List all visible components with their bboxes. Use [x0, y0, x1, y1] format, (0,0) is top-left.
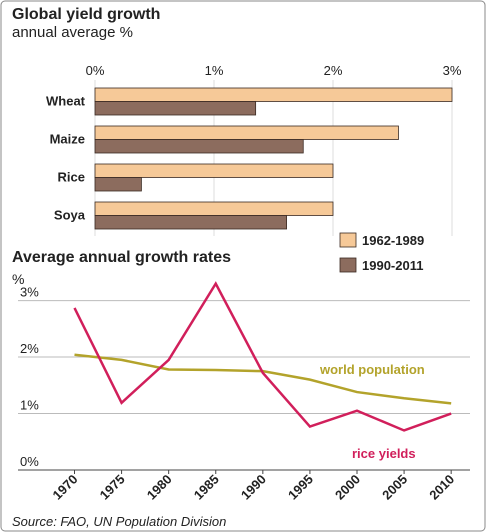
category-label: Maize: [50, 132, 85, 147]
bar: [94, 177, 142, 192]
bar: [94, 201, 334, 216]
bar: [94, 139, 304, 154]
x-tick-label: 0%: [86, 63, 105, 78]
legend-label: 1990-2011: [362, 258, 423, 273]
chart-title: Global yield growth: [12, 6, 160, 23]
legend-label: 1962-1989: [362, 233, 424, 248]
x-tick-label: 3%: [443, 63, 462, 78]
x-tick-label: 1%: [205, 63, 224, 78]
chart-title: Average annual growth rates: [12, 249, 231, 266]
bar: [94, 125, 399, 140]
series-label: rice yields: [352, 446, 416, 461]
source: Source: FAO, UN Population Division: [12, 514, 226, 529]
series-label: world population: [319, 362, 425, 377]
category-label: Soya: [54, 208, 86, 223]
category-label: Wheat: [46, 94, 86, 109]
y-tick-label: 2%: [20, 341, 39, 356]
bar: [94, 163, 334, 178]
line: [73, 281, 452, 432]
x-tick-label: 2%: [324, 63, 343, 78]
category-label: Rice: [58, 170, 85, 185]
y-tick-label: 3%: [20, 285, 39, 300]
y-tick-label: 1%: [20, 398, 39, 413]
bar: [94, 101, 257, 116]
legend-swatch: [339, 232, 357, 248]
y-axis-label: %: [12, 271, 24, 287]
y-tick-label: 0%: [20, 454, 39, 469]
legend-swatch: [339, 257, 357, 273]
bar: [94, 215, 287, 230]
chart-subtitle: annual average %: [12, 24, 133, 41]
bar: [94, 87, 453, 102]
